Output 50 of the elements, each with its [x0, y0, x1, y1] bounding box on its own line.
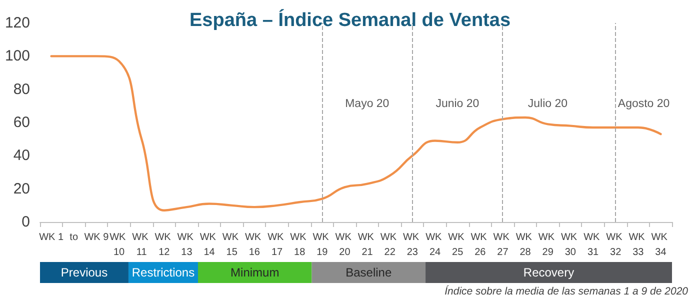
x-tick-label: WK 16	[244, 232, 264, 258]
ref-line-label: Julio 20	[528, 98, 568, 110]
ref-line-label: Agosto 20	[618, 98, 670, 110]
x-tick-label: WK 27	[493, 232, 512, 258]
x-tick-label: WK 1	[39, 232, 64, 243]
x-tick-label: WK 31	[584, 232, 602, 258]
x-tick-label: WK 29	[538, 232, 558, 258]
bar	[40, 262, 128, 283]
x-tick-label: WK 19	[312, 232, 332, 258]
x-tick-label: WK 14	[200, 232, 219, 258]
x-tick-label: WK 28	[516, 232, 535, 258]
ref-line-label: Junio 20	[436, 98, 480, 110]
chart-title: España – Índice Semanal de Ventas	[189, 9, 511, 31]
x-tick-label: WK 9	[84, 232, 110, 243]
y-tick-label: 120	[4, 14, 30, 32]
x-tick-label: WK 20	[335, 232, 354, 258]
y-tick-label: 80	[13, 80, 30, 98]
x-tick-label: WK 25	[448, 232, 468, 258]
x-tick-label: WK 17	[268, 232, 286, 258]
y-tick-label: 0	[22, 214, 30, 230]
x-tick-label: WK 30	[560, 232, 580, 258]
series-label: Previous	[60, 266, 108, 280]
x-tick-label: WK 34	[651, 232, 670, 258]
x-tick-label: WK 18	[290, 232, 310, 258]
x-tick-label: WK 24	[426, 232, 444, 258]
x-tick-label: WK 10	[110, 232, 128, 258]
x-tick-label: WK 22	[380, 232, 400, 258]
y-tick-label: 20	[13, 180, 30, 198]
x-tick-label: to	[70, 232, 78, 243]
x-tick-label: WK 21	[358, 232, 377, 258]
x-tick-label: WK 13	[177, 232, 196, 258]
series-label: Restrictions	[132, 266, 195, 280]
x-tick-label: WK 32	[606, 232, 626, 258]
x-tick-label: WK 26	[470, 232, 490, 258]
y-tick-label: 40	[13, 147, 30, 164]
y-tick-label: 60	[13, 114, 30, 131]
x-tick-label: WK 33	[628, 232, 648, 258]
ref-line-label: Mayo 20	[345, 98, 390, 110]
series-label: Baseline	[346, 266, 392, 280]
series-label: Minimum	[230, 266, 280, 280]
bar	[312, 262, 426, 283]
bar	[198, 262, 312, 283]
x-tick-label: WK 12	[154, 232, 174, 258]
bar	[426, 262, 672, 283]
x-tick-label: WK 15	[222, 232, 242, 258]
x-tick-label: WK 11	[132, 232, 152, 258]
text: Índice sobre la media de las semanas 1 a 9 de 2020	[444, 284, 688, 298]
x-tick-label: WK 23	[402, 232, 422, 258]
series-label: Recovery	[523, 266, 574, 280]
y-tick-label: 100	[4, 48, 30, 65]
